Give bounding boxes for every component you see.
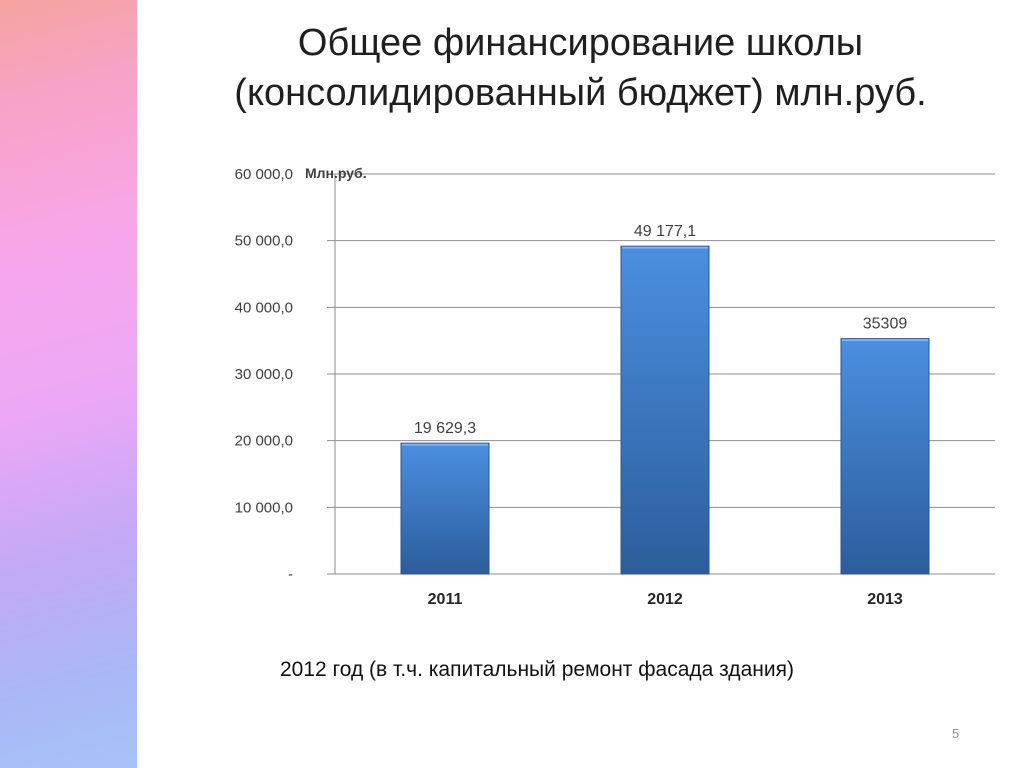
y-tick-label: 20 000,0: [235, 433, 293, 450]
page-number: 5: [952, 726, 960, 741]
y-tick-label: 50 000,0: [235, 233, 293, 250]
slide-title-line-2: (консолидированный бюджет) млн.руб.: [234, 72, 927, 114]
x-tick-label: 2013: [867, 591, 903, 608]
chart-caption: 2012 год (в т.ч. капитальный ремонт фаса…: [280, 658, 794, 681]
y-tick-label: 40 000,0: [235, 299, 293, 316]
y-tick-label: 60 000,0: [235, 166, 293, 183]
bar-data-label: 19 629,3: [414, 420, 476, 437]
y-tick-label: -: [288, 566, 293, 583]
slide-title-line-1: Общее финансирование школы: [297, 22, 864, 64]
slide-title: Общее финансирование школы (консолидиров…: [137, 18, 1024, 118]
bar-data-label: 49 177,1: [634, 223, 696, 240]
decorative-gradient-band: [0, 0, 137, 768]
x-tick-label: 2012: [647, 591, 683, 608]
bar: [840, 338, 930, 575]
y-tick-label: 30 000,0: [235, 366, 293, 383]
bar: [400, 442, 490, 575]
y-tick-label: 10 000,0: [235, 499, 293, 516]
bar-data-label: 35309: [863, 316, 908, 333]
bar: [620, 245, 710, 575]
x-tick-label: 2011: [428, 591, 463, 608]
y-unit-label: Млн.руб.: [305, 165, 367, 181]
